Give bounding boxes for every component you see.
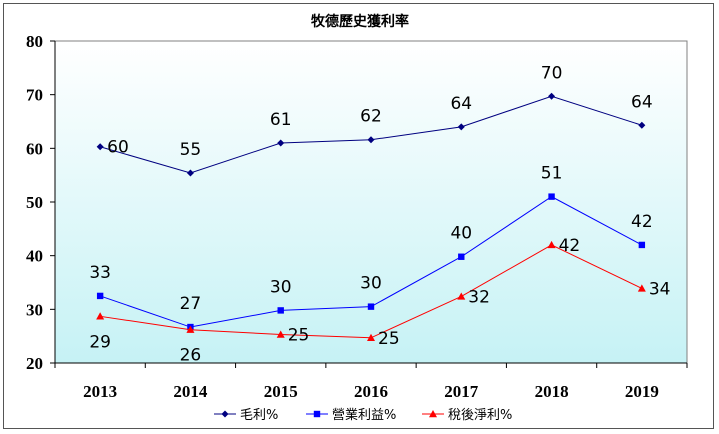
data-label: 25 bbox=[288, 326, 310, 346]
x-tick-label: 2016 bbox=[354, 382, 388, 401]
data-label: 30 bbox=[360, 274, 382, 294]
series-1: 60 55 61 62 64 70 64 bbox=[96, 63, 653, 177]
data-label: 26 bbox=[180, 346, 202, 366]
data-label: 42 bbox=[631, 212, 653, 232]
legend-marker bbox=[313, 410, 321, 418]
data-label: 60 bbox=[107, 138, 129, 158]
data-label: 27 bbox=[180, 294, 202, 314]
axes: 20 30 40 50 60 70 80 2013 2014 2015 2016 2017 2018 20… bbox=[26, 32, 688, 401]
data-point bbox=[277, 139, 285, 147]
legend-marker bbox=[429, 410, 437, 418]
data-point bbox=[186, 169, 194, 177]
y-tick-label: 70 bbox=[26, 86, 43, 105]
legend-label: 毛利% bbox=[240, 408, 278, 423]
data-point bbox=[547, 240, 556, 249]
data-label: 40 bbox=[450, 224, 472, 244]
data-label: 64 bbox=[450, 94, 472, 114]
legend-item-1: 毛利% bbox=[214, 408, 278, 423]
legend-label: 營業利益% bbox=[332, 407, 396, 423]
data-label: 29 bbox=[89, 332, 111, 352]
legend-marker bbox=[221, 410, 229, 418]
y-tick-label: 20 bbox=[26, 354, 43, 373]
data-label: 70 bbox=[541, 63, 563, 83]
x-tick-label: 2014 bbox=[173, 382, 208, 401]
data-label: 64 bbox=[631, 92, 653, 112]
x-tick-label: 2013 bbox=[83, 382, 117, 401]
data-point bbox=[367, 136, 375, 144]
data-label: 34 bbox=[649, 279, 671, 299]
data-label: 33 bbox=[89, 263, 111, 283]
chart-frame: 牧德歷史獲利率 20 30 40 50 60 70 80 2013 2014 2015 2016 20… bbox=[3, 3, 714, 429]
data-point bbox=[637, 284, 646, 292]
data-label: 42 bbox=[559, 236, 581, 256]
data-point bbox=[96, 312, 105, 320]
data-point bbox=[457, 292, 466, 300]
y-tick-label: 40 bbox=[26, 247, 43, 266]
data-point bbox=[548, 92, 556, 100]
data-point bbox=[548, 193, 555, 200]
data-label: 32 bbox=[468, 287, 490, 307]
data-label: 61 bbox=[270, 110, 292, 130]
data-point bbox=[367, 333, 375, 341]
x-tick-label: 2018 bbox=[535, 382, 569, 401]
data-point bbox=[458, 253, 465, 260]
chart-title: 牧德歷史獲利率 bbox=[311, 13, 409, 30]
data-point bbox=[96, 292, 104, 300]
data-point bbox=[96, 143, 104, 151]
data-point bbox=[277, 307, 284, 314]
data-point bbox=[638, 121, 646, 129]
legend: 毛利% 營業利益% 稅後淨利% bbox=[214, 407, 512, 423]
y-tick-label: 30 bbox=[26, 300, 43, 319]
data-point bbox=[367, 303, 375, 310]
data-label: 62 bbox=[360, 107, 382, 127]
x-tick-label: 2015 bbox=[264, 382, 298, 401]
series-3: 29 26 25 25 32 42 34 bbox=[89, 236, 670, 366]
data-label: 30 bbox=[270, 277, 292, 297]
y-tick-label: 50 bbox=[26, 193, 43, 212]
plot-area bbox=[54, 40, 688, 364]
data-point bbox=[457, 123, 465, 131]
x-tick-label: 2019 bbox=[625, 382, 659, 401]
y-tick-label: 60 bbox=[26, 139, 43, 158]
x-tick-label: 2017 bbox=[444, 382, 479, 401]
data-label: 51 bbox=[541, 164, 563, 184]
data-point bbox=[276, 330, 285, 338]
legend-item-2: 營業利益% bbox=[306, 407, 396, 423]
data-point bbox=[638, 241, 646, 249]
data-point bbox=[186, 325, 195, 333]
legend-item-3: 稅後淨利% bbox=[422, 408, 512, 423]
legend-label: 稅後淨利% bbox=[448, 408, 512, 423]
data-label: 25 bbox=[378, 329, 400, 349]
y-tick-label: 80 bbox=[26, 32, 43, 51]
data-label: 55 bbox=[180, 140, 202, 160]
series-layer: 60 55 61 62 64 70 64 33 27 30 30 40 51 42 29 26 25 25 32 42… bbox=[89, 63, 670, 365]
